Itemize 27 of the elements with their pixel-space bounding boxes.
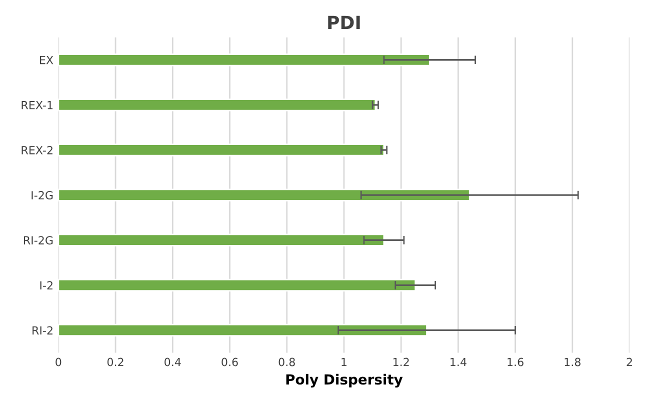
- x-tick-label: 0.6: [222, 358, 238, 366]
- x-tick-label: 0.8: [278, 358, 295, 366]
- bar: [58, 144, 385, 156]
- y-tick-label: RI-2: [32, 326, 52, 334]
- bar: [58, 278, 416, 292]
- x-tick-label: 1: [342, 358, 346, 366]
- x-tick-label: 0: [56, 358, 62, 366]
- bar: [58, 188, 470, 202]
- y-tick-label: REX-2: [22, 146, 52, 154]
- chart-title: PDI: [328, 16, 360, 30]
- x-tick-label: 1.2: [393, 358, 409, 366]
- x-tick-label: 1.4: [450, 358, 466, 366]
- bar: [58, 324, 428, 337]
- x-tick-label: 1.8: [564, 358, 580, 366]
- x-tick-label: 0.4: [164, 358, 181, 366]
- y-tick-label: I-2G: [32, 191, 53, 200]
- x-tick-label: 2: [626, 358, 632, 366]
- x-axis-title: Poly Dispersity: [286, 374, 403, 388]
- bar: [58, 234, 385, 246]
- y-tick-label: EX: [40, 56, 54, 64]
- y-tick-label: REX-1: [22, 101, 53, 110]
- bar: [58, 54, 430, 66]
- y-tick-label: I-2: [40, 281, 52, 290]
- y-tick-label: RI-2G: [24, 236, 53, 244]
- bar: [58, 98, 376, 112]
- x-tick-label: 1.6: [508, 358, 524, 366]
- x-tick-label: 0.2: [107, 358, 124, 366]
